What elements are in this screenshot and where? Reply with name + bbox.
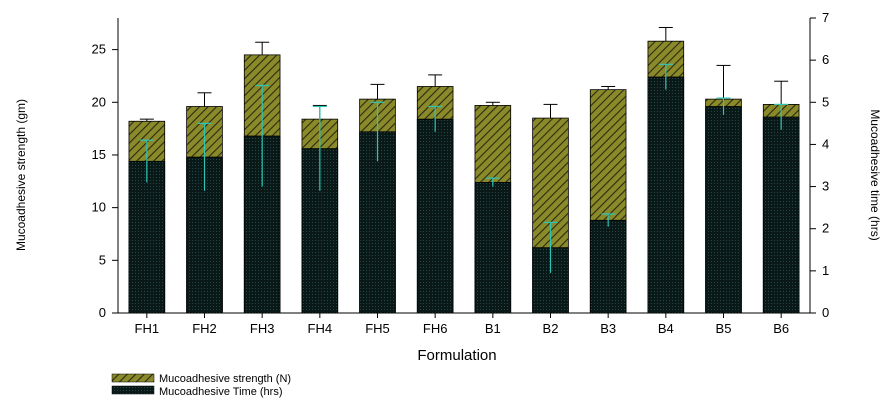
legend-label-strength: Mucoadhesive strength (N) bbox=[159, 373, 291, 385]
legend-swatch-time bbox=[111, 385, 155, 395]
right-tick-label-4: 4 bbox=[822, 136, 829, 151]
left-tick-label-5: 5 bbox=[99, 252, 106, 267]
bar-time-FH6 bbox=[416, 118, 454, 314]
x-tick-label-B1: B1 bbox=[485, 321, 501, 336]
left-tick-label-15: 15 bbox=[92, 147, 106, 162]
right-tick-label-2: 2 bbox=[822, 221, 829, 236]
legend: Mucoadhesive strength (N) Mucoadhesive T… bbox=[111, 373, 291, 398]
x-tick-label-B5: B5 bbox=[716, 321, 732, 336]
x-tick-label-FH6: FH6 bbox=[423, 321, 448, 336]
x-tick-label-FH3: FH3 bbox=[250, 321, 275, 336]
bar-time-B4 bbox=[647, 76, 685, 314]
x-tick-label-FH4: FH4 bbox=[308, 321, 333, 336]
right-axis-title: Mucoadhesive time (hrs) bbox=[868, 109, 882, 240]
right-tick-label-6: 6 bbox=[822, 52, 829, 67]
right-tick-label-0: 0 bbox=[822, 305, 829, 320]
legend-swatch-strength bbox=[111, 373, 155, 383]
x-tick-label-B6: B6 bbox=[773, 321, 789, 336]
x-tick-label-FH1: FH1 bbox=[135, 321, 160, 336]
left-tick-label-10: 10 bbox=[92, 200, 106, 215]
legend-label-time: Mucoadhesive Time (hrs) bbox=[159, 386, 283, 398]
bar-time-B6 bbox=[762, 116, 800, 314]
x-tick-label-FH5: FH5 bbox=[365, 321, 390, 336]
axes: FH1 FH2 FH3 FH4 FH5 FH6 B1 B2 B3 B4 B5 B60510152025… bbox=[92, 10, 830, 336]
left-tick-label-20: 20 bbox=[92, 94, 106, 109]
x-tick-label-FH2: FH2 bbox=[192, 321, 217, 336]
bar-time-B5 bbox=[705, 106, 742, 314]
left-tick-label-0: 0 bbox=[99, 305, 106, 320]
bar-time-B3 bbox=[589, 219, 627, 314]
right-tick-label-3: 3 bbox=[822, 179, 829, 194]
bar-time-B1 bbox=[474, 181, 512, 314]
left-axis-title: Mucoadhesive strength (gm) bbox=[14, 99, 28, 251]
plot-area bbox=[128, 26, 800, 314]
right-tick-label-7: 7 bbox=[822, 10, 829, 25]
bar-time-FH1 bbox=[128, 160, 166, 314]
right-tick-label-1: 1 bbox=[822, 263, 829, 278]
x-tick-label-B3: B3 bbox=[600, 321, 616, 336]
left-tick-label-25: 25 bbox=[92, 42, 106, 57]
x-tick-label-B2: B2 bbox=[543, 321, 559, 336]
bar-time-FH5 bbox=[359, 131, 396, 314]
x-axis-title: Formulation bbox=[417, 347, 496, 364]
x-tick-label-B4: B4 bbox=[658, 321, 674, 336]
right-tick-label-5: 5 bbox=[822, 94, 829, 109]
